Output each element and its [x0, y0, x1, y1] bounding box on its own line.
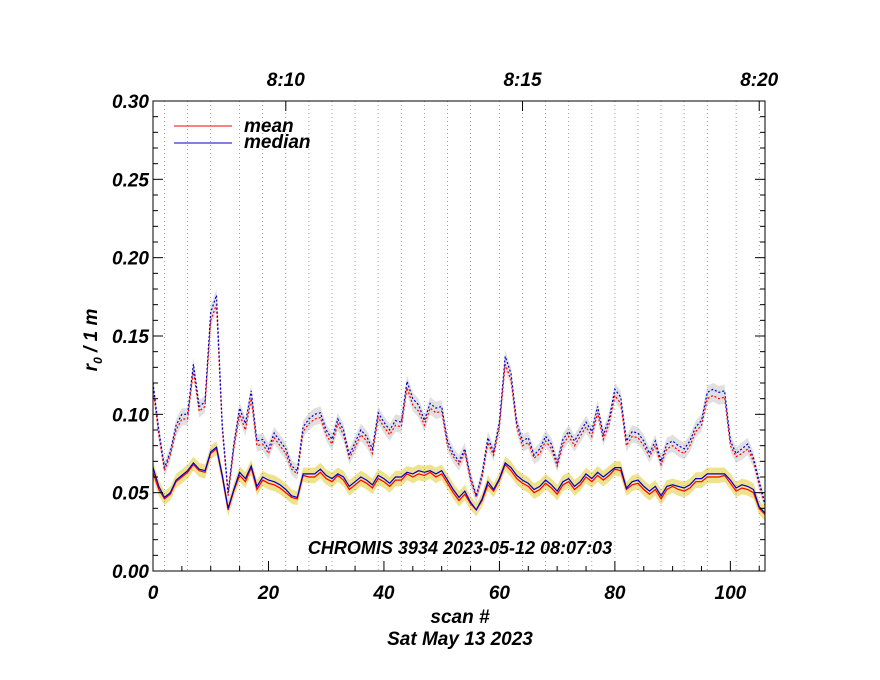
y-tick-label-6: 0.30	[112, 92, 149, 113]
x-tick-label-3: 60	[489, 583, 511, 604]
axis-ticks: 0 20 40 60 80 100 8:10 8:15 8:20 0.00 0.05 0.10 0.15…	[112, 70, 779, 604]
series-lines	[152, 295, 766, 516]
series-line-median	[152, 446, 766, 514]
x-tick-label-0: 0	[148, 583, 159, 604]
y-axis-label: r0 / 1 m	[81, 309, 105, 372]
legend-label-mean: mean	[244, 116, 294, 137]
y-axis-label-sub: 0	[91, 357, 105, 364]
y-tick-label-2: 0.10	[112, 405, 149, 426]
y-axis-label-rest: / 1 m	[81, 309, 102, 358]
x-tick-label-5: 100	[715, 583, 747, 604]
y-axis-label-main: r	[81, 362, 102, 371]
series-line-median-high	[152, 295, 766, 504]
y-tick-label-5: 0.25	[112, 170, 149, 191]
top-tick-label-1: 8:15	[503, 70, 541, 91]
y-tick-label-0: 0.00	[112, 562, 149, 583]
x-tick-label-2: 40	[372, 583, 395, 604]
series-line-mean	[152, 447, 766, 516]
y-tick-label-1: 0.05	[112, 484, 149, 505]
y-tick-label-3: 0.15	[112, 327, 149, 348]
x-tick-label-1: 20	[257, 583, 280, 604]
legend: mean median	[174, 116, 311, 153]
footer-date: Sat May 13 2023	[387, 629, 533, 650]
y-tick-label-4: 0.20	[112, 249, 149, 270]
svg-text:r0 / 1 m: r0 / 1 m	[81, 309, 105, 372]
x-tick-label-4: 80	[604, 583, 626, 604]
x-axis-label: scan #	[430, 607, 490, 628]
legend-label-median: median	[244, 132, 311, 153]
chart-annotation: CHROMIS 3934 2023-05-12 08:07:03	[308, 538, 612, 558]
series-line-mean-high	[152, 304, 766, 506]
top-tick-label-0: 8:10	[267, 70, 305, 91]
top-tick-label-2: 8:20	[740, 70, 778, 91]
